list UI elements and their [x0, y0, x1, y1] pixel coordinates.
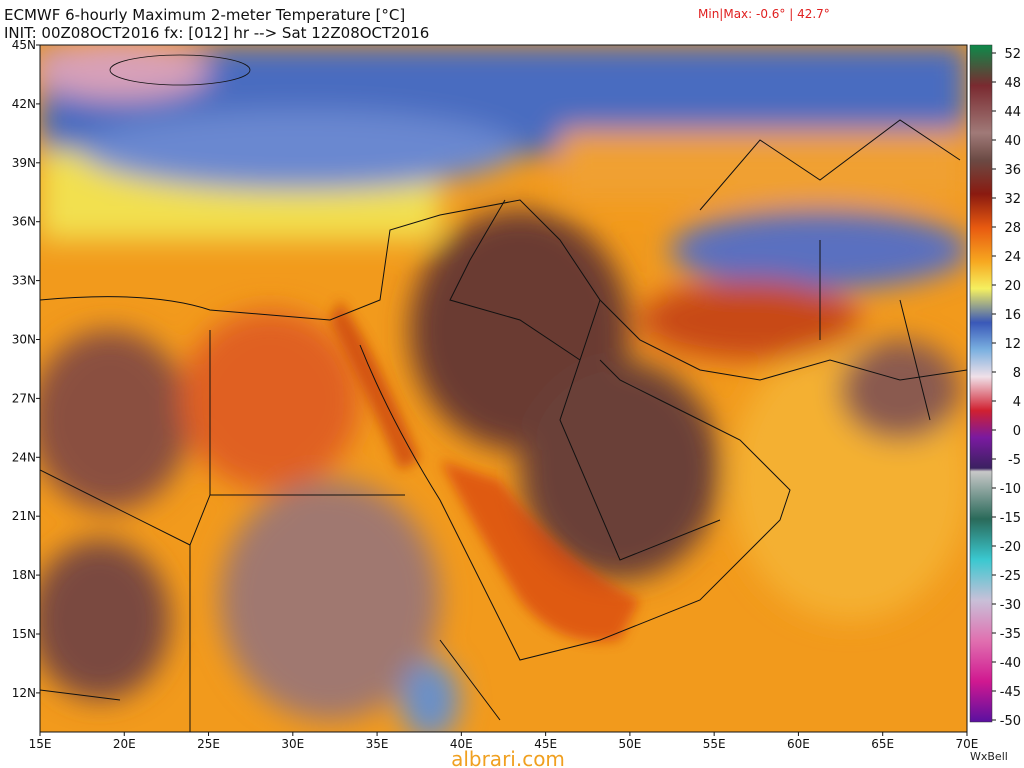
colorbar-label: 16: [1004, 308, 1021, 323]
watermark: albrari.com: [451, 747, 565, 768]
colorbar-label: -15: [1000, 511, 1021, 526]
longitude-label: 15E: [29, 737, 52, 751]
colorbar-label: 48: [1004, 76, 1021, 91]
colorbar-label: 8: [1013, 366, 1021, 381]
credit: WxBell: [970, 750, 1008, 763]
colorbar-label: 24: [1004, 250, 1021, 265]
longitude-label: 70E: [956, 737, 979, 751]
latitude-label: 45N: [12, 38, 36, 52]
colorbar-label: -5: [1008, 453, 1021, 468]
latitude-label: 30N: [12, 333, 36, 347]
init-line: INIT: 00Z08OCT2016 fx: [012] hr --> Sat …: [4, 24, 429, 42]
latitude-label: 24N: [12, 450, 36, 464]
longitude-label: 40E: [450, 737, 473, 751]
map-frame: [39, 44, 968, 733]
colorbar: [969, 44, 993, 723]
latitude-label: 33N: [12, 274, 36, 288]
colorbar-label: 52: [1004, 47, 1021, 62]
colorbar-label: 4: [1013, 395, 1021, 410]
colorbar-label: -35: [1000, 627, 1021, 642]
colorbar-label: -50: [1000, 714, 1021, 729]
colorbar-label: 12: [1004, 337, 1021, 352]
longitude-label: 25E: [197, 737, 220, 751]
longitude-label: 20E: [113, 737, 136, 751]
longitude-label: 45E: [534, 737, 557, 751]
colorbar-label: -45: [1000, 685, 1021, 700]
colorbar-label: -30: [1000, 598, 1021, 613]
longitude-label: 55E: [703, 737, 726, 751]
latitude-label: 12N: [12, 686, 36, 700]
longitude-label: 65E: [871, 737, 894, 751]
min-max: Min|Max: -0.6° | 42.7°: [698, 7, 830, 21]
latitude-label: 15N: [12, 627, 36, 641]
latitude-label: 21N: [12, 509, 36, 523]
colorbar-label: 44: [1004, 105, 1021, 120]
longitude-label: 50E: [618, 737, 641, 751]
longitude-label: 30E: [281, 737, 304, 751]
colorbar-label: -25: [1000, 569, 1021, 584]
colorbar-label: -10: [1000, 482, 1021, 497]
longitude-label: 35E: [366, 737, 389, 751]
borders: [40, 119, 967, 732]
colorbar-label: 32: [1004, 192, 1021, 207]
latitude-label: 42N: [12, 97, 36, 111]
longitude-label: 60E: [787, 737, 810, 751]
latitude-label: 18N: [12, 568, 36, 582]
map-title: ECMWF 6-hourly Maximum 2-meter Temperatu…: [4, 6, 405, 24]
latitude-label: 36N: [12, 215, 36, 229]
colorbar-label: 36: [1004, 163, 1021, 178]
latitude-label: 27N: [12, 391, 36, 405]
colorbar-label: 20: [1004, 279, 1021, 294]
colorbar-label: -20: [1000, 540, 1021, 555]
latitude-label: 39N: [12, 156, 36, 170]
colorbar-label: 0: [1013, 424, 1021, 439]
colorbar-label: 40: [1004, 134, 1021, 149]
colorbar-label: 28: [1004, 221, 1021, 236]
colorbar-label: -40: [1000, 656, 1021, 671]
temperature-field: [40, 45, 967, 732]
